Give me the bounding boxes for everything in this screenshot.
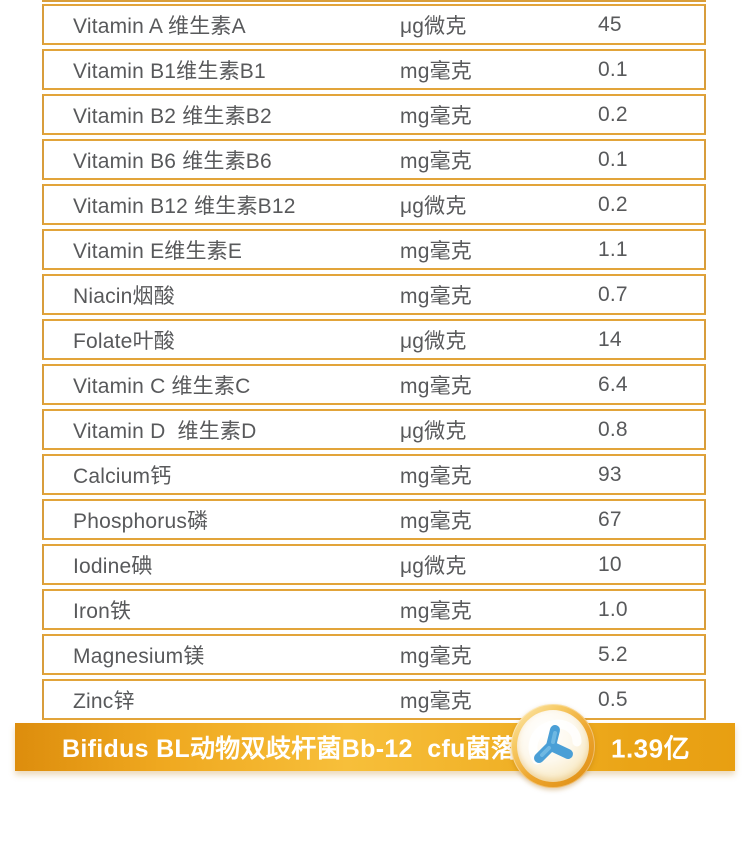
bifidobacterium-probiotic-icon bbox=[511, 704, 595, 788]
table-row: Vitamin C 维生素C mg毫克 6.4 bbox=[42, 364, 706, 405]
nutrient-name: Iodine碘 bbox=[73, 554, 153, 578]
nutrient-name: Vitamin B12 维生素B12 bbox=[73, 194, 296, 218]
nutrient-value: 45 bbox=[598, 12, 622, 36]
nutrient-name: Iron铁 bbox=[73, 599, 132, 623]
nutrient-name: Vitamin A 维生素A bbox=[73, 14, 246, 38]
nutrient-value: 0.5 bbox=[598, 687, 628, 711]
nutrient-value: 67 bbox=[598, 507, 622, 531]
nutrient-name: Vitamin B6 维生素B6 bbox=[73, 149, 272, 173]
nutrient-name: Niacin烟酸 bbox=[73, 284, 175, 308]
nutrient-unit: mg毫克 bbox=[400, 689, 472, 713]
nutrient-name: Folate叶酸 bbox=[73, 329, 175, 353]
nutrient-unit: mg毫克 bbox=[400, 59, 472, 83]
table-row: Phosphorus磷 mg毫克 67 bbox=[42, 499, 706, 540]
probiotic-count: 1.39亿 bbox=[611, 733, 691, 764]
nutrient-unit: mg毫克 bbox=[400, 374, 472, 398]
nutrient-value: 0.2 bbox=[598, 102, 628, 126]
bacteria-y-glyph bbox=[528, 719, 582, 765]
table-row: Zinc锌 mg毫克 0.5 bbox=[42, 679, 706, 720]
nutrient-value: 0.1 bbox=[598, 57, 628, 81]
nutrient-unit: μg微克 bbox=[400, 554, 467, 578]
table-row: Vitamin D 维生素D μg微克 0.8 bbox=[42, 409, 706, 450]
nutrient-unit: mg毫克 bbox=[400, 464, 472, 488]
nutrient-name: Vitamin C 维生素C bbox=[73, 374, 251, 398]
table-row: Vitamin B6 维生素B6 mg毫克 0.1 bbox=[42, 139, 706, 180]
nutrient-value: 1.0 bbox=[598, 597, 628, 621]
nutrient-value: 0.2 bbox=[598, 192, 628, 216]
nutrient-unit: mg毫克 bbox=[400, 284, 472, 308]
nutrient-value: 1.1 bbox=[598, 237, 628, 261]
nutrient-value: 0.7 bbox=[598, 282, 628, 306]
nutrient-unit: μg微克 bbox=[400, 329, 467, 353]
nutrient-unit: mg毫克 bbox=[400, 239, 472, 263]
nutrient-value: 0.1 bbox=[598, 147, 628, 171]
nutrient-name: Vitamin B2 维生素B2 bbox=[73, 104, 272, 128]
nutrient-unit: mg毫克 bbox=[400, 644, 472, 668]
nutrient-value: 6.4 bbox=[598, 372, 628, 396]
nutrient-unit: mg毫克 bbox=[400, 104, 472, 128]
nutrient-unit: mg毫克 bbox=[400, 509, 472, 533]
nutrient-value: 10 bbox=[598, 552, 622, 576]
table-row: Folate叶酸 μg微克 14 bbox=[42, 319, 706, 360]
nutrient-unit: μg微克 bbox=[400, 194, 467, 218]
table-row: Vitamin E维生素E mg毫克 1.1 bbox=[42, 229, 706, 270]
nutrient-name: Phosphorus磷 bbox=[73, 509, 209, 533]
nutrient-name: Calcium钙 bbox=[73, 464, 172, 488]
table-row: Iodine碘 μg微克 10 bbox=[42, 544, 706, 585]
nutrient-name: Vitamin B1维生素B1 bbox=[73, 59, 266, 83]
nutrient-unit: μg微克 bbox=[400, 14, 467, 38]
table-row: Vitamin B12 维生素B12 μg微克 0.2 bbox=[42, 184, 706, 225]
nutrient-value: 0.8 bbox=[598, 417, 628, 441]
nutrient-name: Vitamin D 维生素D bbox=[73, 419, 257, 443]
nutrient-name: Zinc锌 bbox=[73, 689, 135, 713]
nutrient-unit: mg毫克 bbox=[400, 149, 472, 173]
table-row: Vitamin B2 维生素B2 mg毫克 0.2 bbox=[42, 94, 706, 135]
nutrient-value: 14 bbox=[598, 327, 622, 351]
table-row: Calcium钙 mg毫克 93 bbox=[42, 454, 706, 495]
table-row: Magnesium镁 mg毫克 5.2 bbox=[42, 634, 706, 675]
nutrient-unit: μg微克 bbox=[400, 419, 467, 443]
nutrient-value: 93 bbox=[598, 462, 622, 486]
table-row: Vitamin B1维生素B1 mg毫克 0.1 bbox=[42, 49, 706, 90]
table-row: Iron铁 mg毫克 1.0 bbox=[42, 589, 706, 630]
table-row: Vitamin A 维生素A μg微克 45 bbox=[42, 4, 706, 45]
probiotic-banner: Bifidus BL动物双歧杆菌Bb-12 cfu菌落数 1.39亿 bbox=[15, 704, 735, 788]
nutrient-name: Vitamin E维生素E bbox=[73, 239, 243, 263]
probiotic-banner-label: Bifidus BL动物双歧杆菌Bb-12 cfu菌落数 bbox=[62, 735, 542, 763]
table-row: Niacin烟酸 mg毫克 0.7 bbox=[42, 274, 706, 315]
nutrition-table: Vitamin A 维生素A μg微克 45 Vitamin B1维生素B1 m… bbox=[42, 4, 706, 724]
nutrient-unit: mg毫克 bbox=[400, 599, 472, 623]
nutrient-value: 5.2 bbox=[598, 642, 628, 666]
cropped-row-border bbox=[42, 0, 706, 2]
nutrient-name: Magnesium镁 bbox=[73, 644, 205, 668]
